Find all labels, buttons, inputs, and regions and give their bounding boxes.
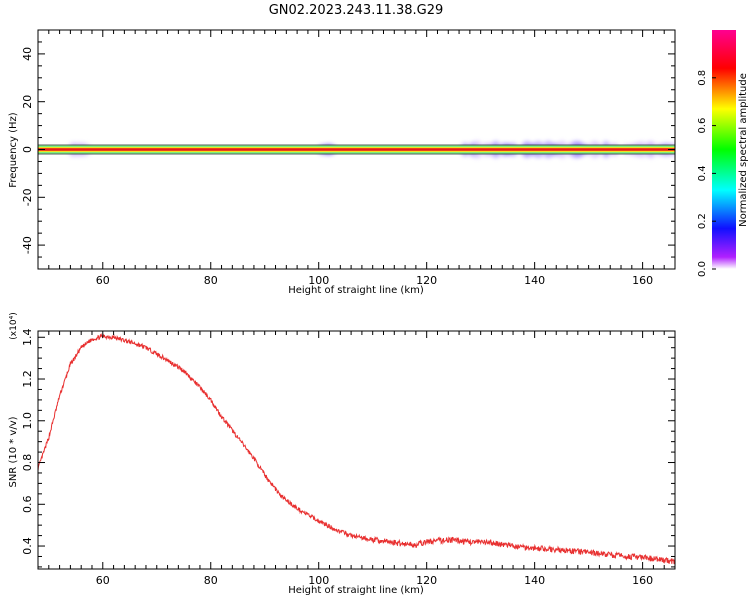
spectrogram-y-tick-label: 40 — [21, 47, 34, 61]
colorbar-ticks: 0.0 0.2 0.4 0.6 0.8 — [697, 70, 716, 277]
snr-frame — [37, 330, 676, 570]
snr-y-tick-label: 0.6 — [21, 496, 34, 514]
snr-xlabel: Height of straight line (km) — [288, 585, 424, 596]
snr-x-tick-label: 120 — [416, 574, 437, 587]
figure-title: GN02.2023.243.11.38.G29 — [269, 3, 444, 18]
spectrogram-x-tick-label: 100 — [308, 274, 329, 287]
snr-x-tick-label: 140 — [524, 574, 545, 587]
snr-x-tick-label: 60 — [96, 574, 110, 587]
spectrogram-ylabel: Frequency (Hz) — [8, 112, 19, 188]
spectrogram-ticks: 60 80 100 120 140 160 40 20 0 -20 -40 — [21, 29, 676, 287]
snr-ticks: 60 80 100 120 140 160 0.4 0.6 0.8 1.0 1.2 1.4 — [21, 329, 676, 587]
snr-y-tick-label: 0.4 — [21, 537, 34, 555]
colorbar-tick-label: 0.2 — [697, 213, 708, 229]
snr-x-tick-label: 160 — [632, 574, 653, 587]
colorbar-tick-label: 0.6 — [697, 118, 708, 134]
colorbar-tick-label: 0.0 — [697, 261, 708, 277]
colorbar-tick-label: 0.8 — [697, 70, 708, 86]
snr-y-tick-label: 1.2 — [21, 370, 34, 388]
spectrogram-y-tick-label: -40 — [21, 236, 34, 254]
spectrogram-band — [38, 144, 675, 155]
snr-y-tick-label: 0.8 — [21, 454, 34, 472]
snr-series-line — [38, 333, 675, 565]
spectrogram-x-tick-label: 80 — [204, 274, 218, 287]
spectrogram-y-tick-label: 20 — [21, 95, 34, 109]
snr-ylabel: SNR (10 * v/v) — [8, 416, 19, 487]
spectrogram-y-tick-label: 0 — [21, 146, 34, 153]
colorbar-gradient — [712, 30, 736, 269]
snr-multiplier: (x10⁴) — [9, 312, 19, 339]
spectrogram-x-tick-label: 140 — [524, 274, 545, 287]
spectrogram-x-tick-label: 120 — [416, 274, 437, 287]
colorbar: 0.0 0.2 0.4 0.6 0.8 Normalized spectral ampl… — [697, 30, 749, 277]
band-core — [38, 148, 675, 151]
spectrogram-panel: 60 80 100 120 140 160 40 20 0 -20 -40 Height of st… — [8, 29, 676, 296]
colorbar-tick-label: 0.4 — [697, 165, 708, 181]
spectrogram-x-tick-label: 60 — [96, 274, 110, 287]
snr-x-tick-label: 80 — [204, 574, 218, 587]
spectrogram-y-tick-label: -20 — [21, 188, 34, 206]
spectrogram-x-tick-label: 160 — [632, 274, 653, 287]
snr-y-tick-label: 1.0 — [21, 412, 34, 430]
snr-x-tick-label: 100 — [308, 574, 329, 587]
spectrogram-xlabel: Height of straight line (km) — [288, 285, 424, 296]
snr-panel: 60 80 100 120 140 160 0.4 0.6 0.8 1.0 1.2 1.4 Heigh… — [8, 312, 676, 596]
snr-y-tick-label: 1.4 — [21, 329, 34, 347]
colorbar-label: Normalized spectral amplitude — [738, 73, 749, 227]
